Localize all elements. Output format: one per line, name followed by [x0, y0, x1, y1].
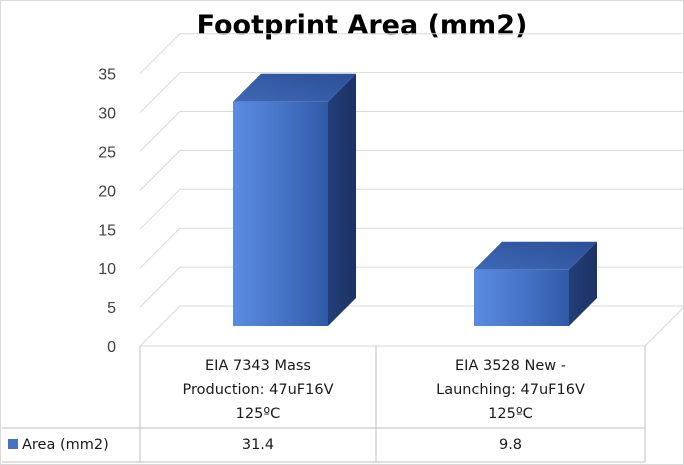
category-label: 125ºC	[488, 406, 533, 422]
chart-title: Footprint Area (mm2)	[197, 10, 528, 41]
data-table: EIA 7343 Mass Production: 47uF16V 125ºC EIA…	[2, 346, 646, 463]
bar-top-face	[233, 73, 356, 102]
y-tick-label: 30	[98, 106, 116, 123]
gridline-side	[139, 266, 181, 308]
category-label: Launching: 47uF16V	[436, 382, 585, 398]
data-value-label: 31.4	[242, 437, 274, 453]
y-tick-label: 20	[98, 183, 116, 200]
legend-key	[8, 439, 18, 449]
bar-top-face	[474, 241, 597, 270]
y-tick-label: 10	[98, 261, 116, 278]
gridline-side	[139, 305, 181, 347]
bar-front-face	[233, 101, 328, 326]
bar-side-face	[569, 241, 597, 326]
gridline-side	[139, 188, 181, 230]
gridline-side	[139, 227, 181, 269]
data-value-label: 9.8	[499, 437, 522, 453]
y-tick-label: 15	[98, 222, 116, 239]
bar-front-face	[474, 269, 569, 326]
gridline-side	[139, 72, 181, 113]
gridline-side	[139, 111, 181, 152]
bar-side-face	[328, 73, 356, 326]
category-label: EIA 7343 Mass	[205, 358, 311, 374]
bar	[233, 73, 356, 326]
y-tick-label: 0	[107, 339, 116, 356]
bar	[474, 241, 597, 326]
category-label: 125ºC	[236, 406, 281, 422]
y-tick-label: 5	[107, 300, 116, 317]
gridline-side	[139, 150, 181, 191]
legend-label: Area (mm2)	[22, 437, 109, 453]
y-tick-label: 25	[98, 145, 116, 162]
category-label: Production: 47uF16V	[183, 382, 334, 398]
plot-area: 0 5 10 15 20 25 30 35	[98, 33, 684, 356]
gridline-side	[139, 33, 181, 75]
y-tick-label: 35	[98, 67, 116, 84]
category-label: EIA 3528 New -	[455, 358, 566, 374]
floor-right-edge	[644, 306, 684, 347]
